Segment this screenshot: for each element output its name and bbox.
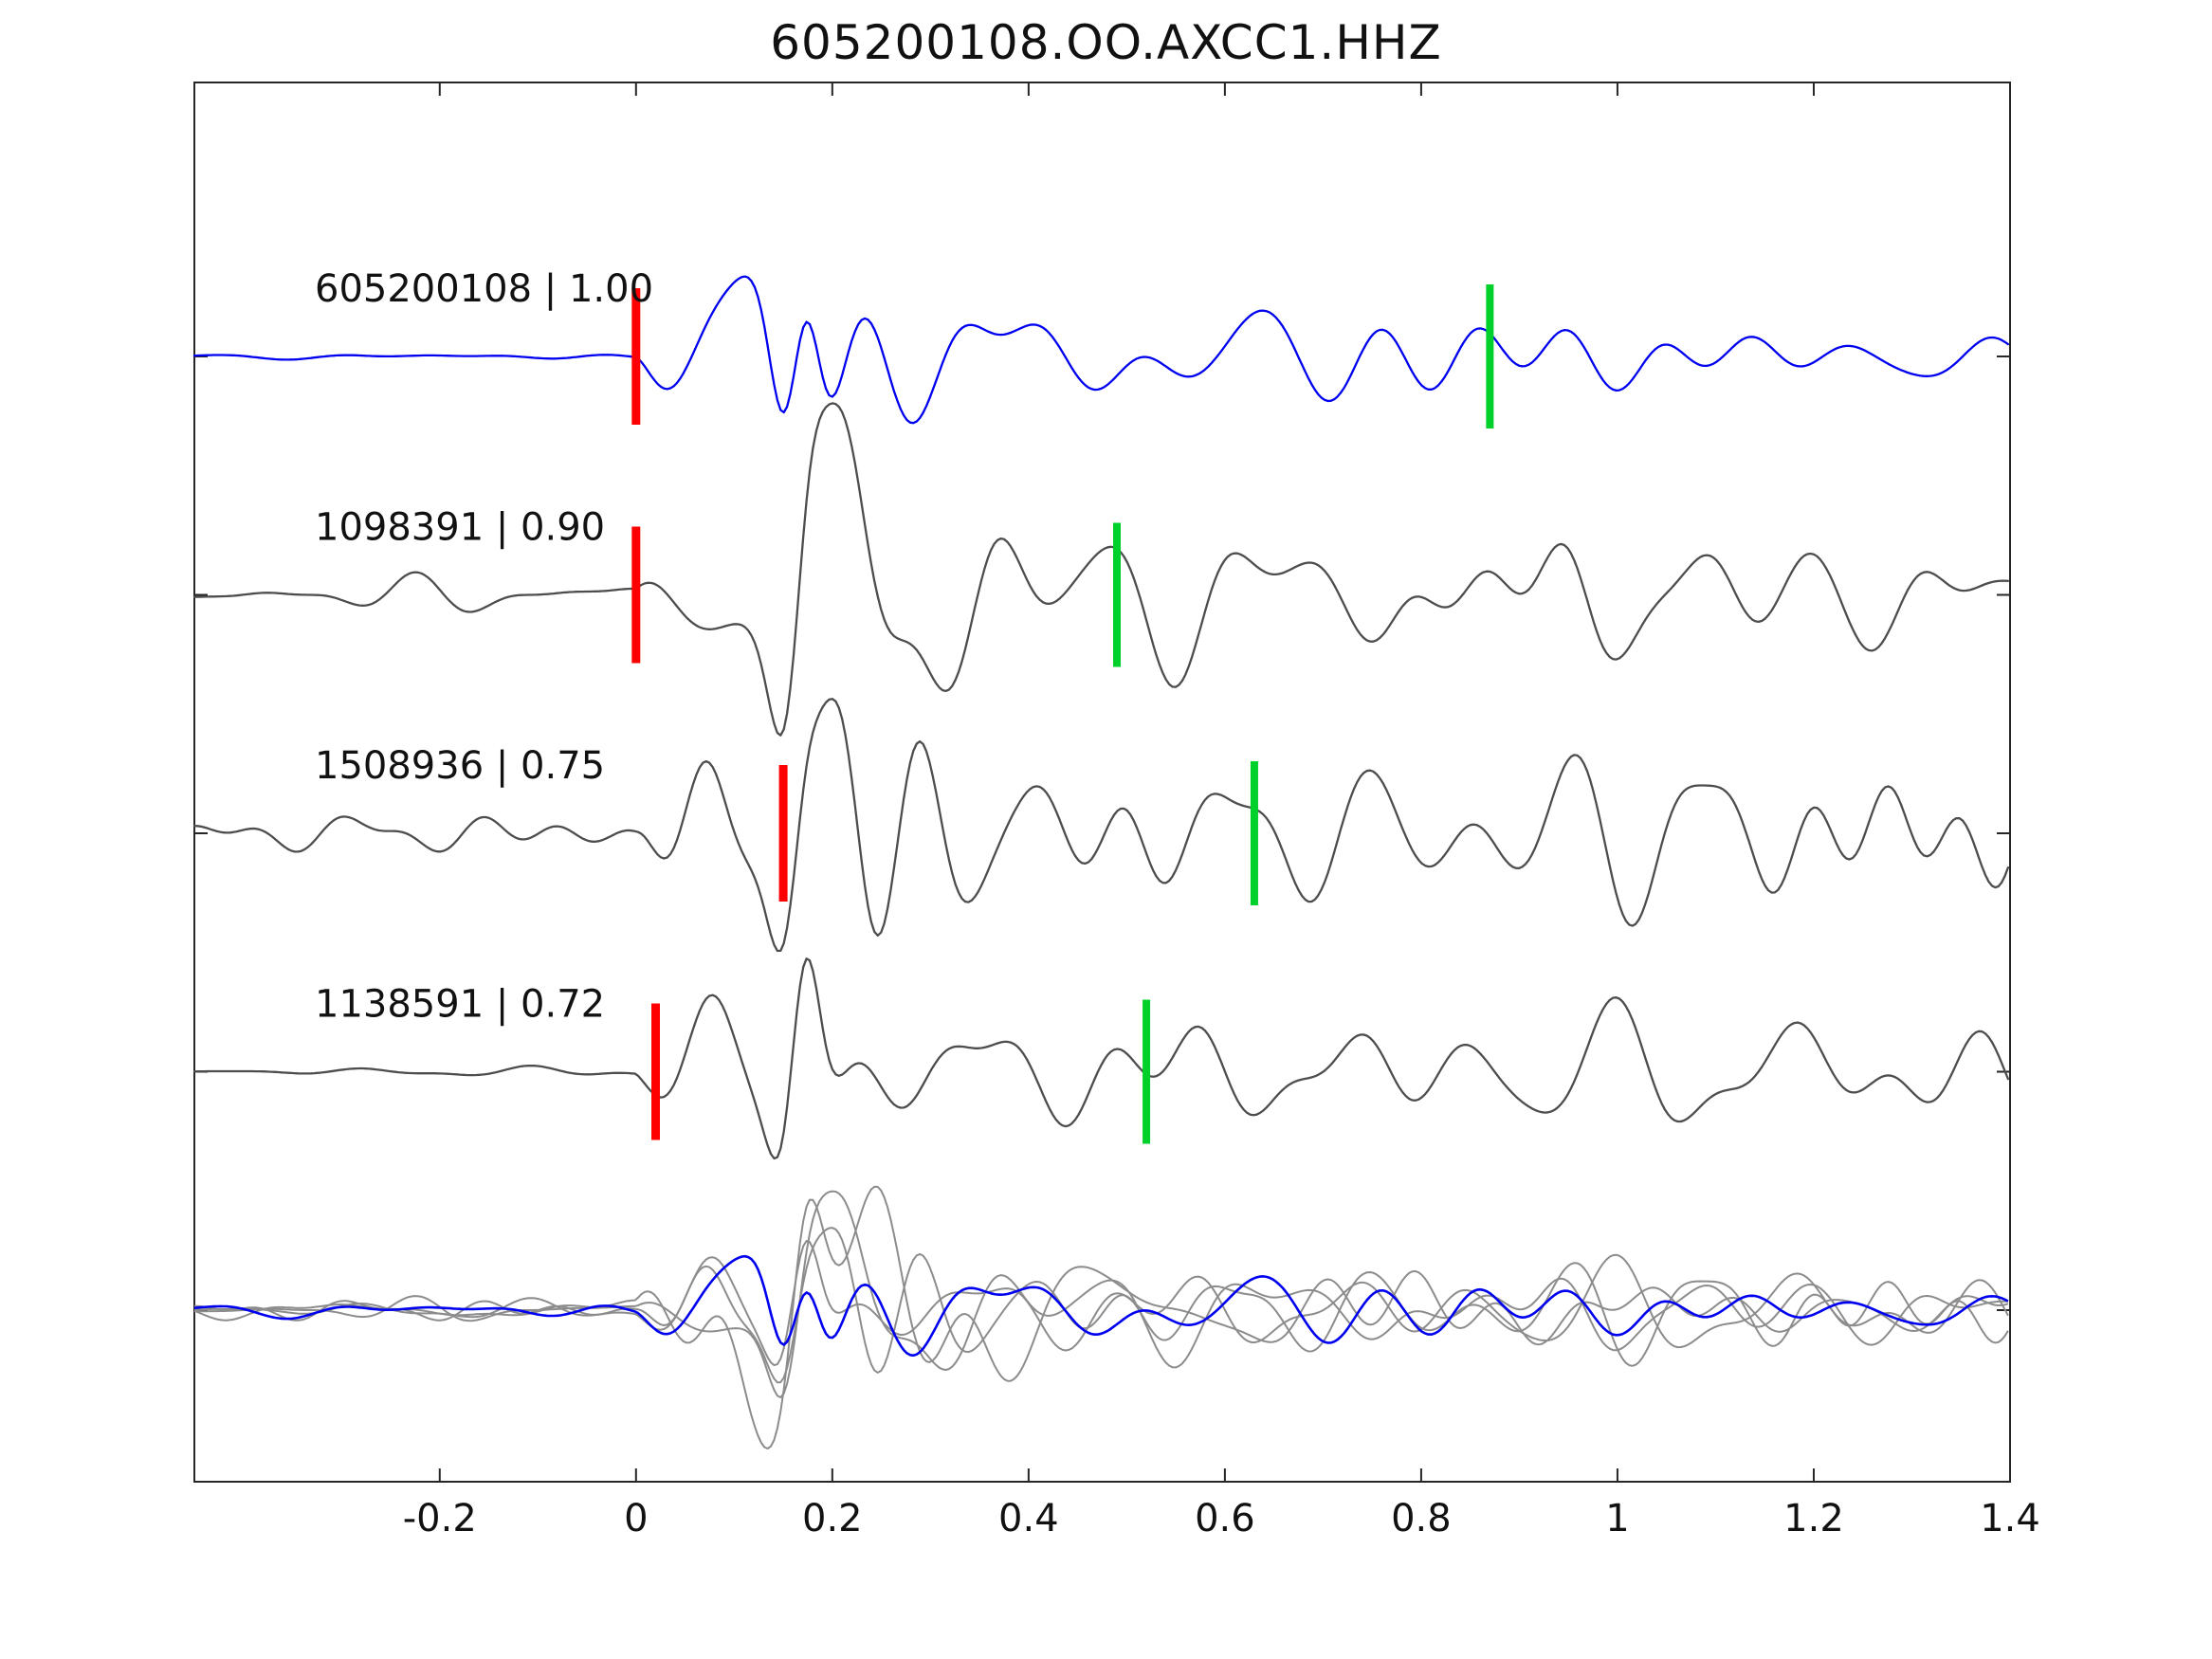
x-tick-label: 1 <box>1605 1497 1629 1540</box>
chart-title: 605200108.OO.AXCC1.HHZ <box>770 15 1442 70</box>
overlay-gray-trace <box>193 1240 2009 1367</box>
x-tick-label: 0.8 <box>1391 1497 1452 1540</box>
overlay-gray-trace <box>193 1227 2009 1384</box>
trace-label: 1508936 | 0.75 <box>315 744 605 788</box>
trace-label: 1138591 | 0.72 <box>315 983 605 1027</box>
waveform-trace <box>192 698 2010 953</box>
x-tick-label: 0.4 <box>998 1497 1059 1540</box>
waveform-trace <box>192 957 2010 1160</box>
x-tick-label: -0.2 <box>403 1497 477 1540</box>
x-tick-label: 0.6 <box>1195 1497 1255 1540</box>
overlay-gray-trace <box>193 1185 2009 1449</box>
trace-label: 1098391 | 0.90 <box>315 506 605 550</box>
x-tick-label: 0 <box>624 1497 648 1540</box>
waveform-trace <box>192 402 2010 737</box>
x-tick-label: 0.2 <box>802 1497 863 1540</box>
overlay-blue-trace <box>193 1254 2009 1358</box>
x-tick-label: 1.4 <box>1980 1497 2040 1540</box>
trace-label: 605200108 | 1.00 <box>315 267 653 311</box>
x-tick-label: 1.2 <box>1783 1497 1844 1540</box>
waveform-trace <box>192 275 2010 425</box>
plot-frame <box>193 82 2011 1483</box>
